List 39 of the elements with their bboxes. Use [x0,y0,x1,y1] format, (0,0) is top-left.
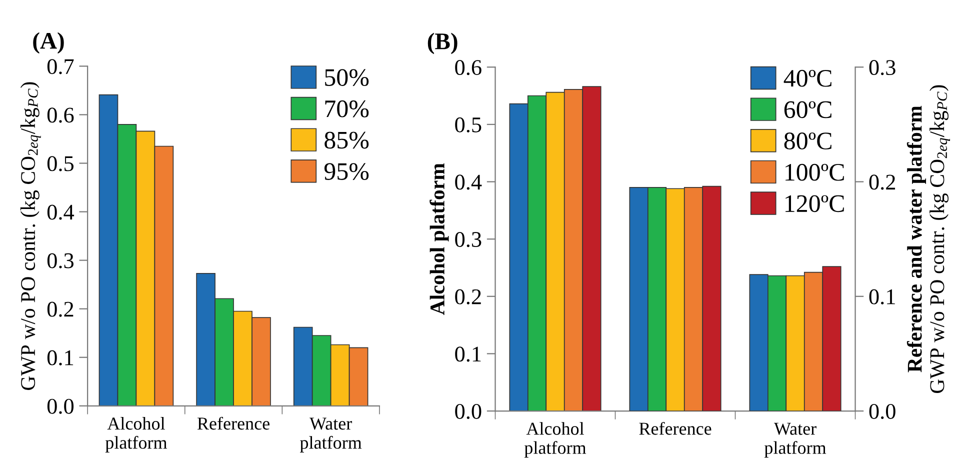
y2-tick-label: 0.2 [869,174,896,190]
y2-tick-label: 0.1 [869,289,895,304]
x-tick-label: Alcohol platform [524,422,586,458]
y-axis-title: Alcohol platform [430,163,449,315]
legend-label: 70% [325,100,369,118]
y-tick-label: 0.3 [455,232,482,248]
legend-label: 60ºC [784,101,832,118]
y-tick-label: 0.6 [455,60,482,76]
y-tick-label: 0.6 [47,108,74,123]
x-tick-label: Alcohol platform [105,416,168,452]
legend-label: 40ºC [784,70,832,87]
y-tick-label: 0.5 [47,156,74,172]
y-tick-label: 0.0 [455,404,482,420]
x-tick-label: Water platform [300,418,362,452]
legend-label: 95% [324,163,369,180]
legend-label: 50% [325,69,369,86]
y-tick-label: 0.2 [47,302,74,317]
chart-title: (A) [33,32,64,54]
legend-label: 100ºC [786,164,844,181]
y-tick-label: 0.5 [455,117,482,132]
legend-label: 120ºC [786,195,844,212]
y-tick-label: 0.7 [47,59,74,74]
y-tick-label: 0.2 [455,289,481,304]
legend-label: 85% [324,132,369,149]
chart-title: (B) [428,32,458,54]
x-tick-label: Reference [639,422,712,435]
legend-label: 80ºC [784,132,832,150]
y-tick-label: 0.3 [47,253,74,268]
x-tick-label: Reference [197,416,270,430]
x-tick-label: Water platform [764,422,826,458]
y2-axis-title: Reference and water platform GWP w/o PO contr. (kg CO$_{2eq}$/kg$_{PC}$) [906,85,950,393]
y-tick-label: 0.1 [47,350,74,366]
y2-tick-label: 0.3 [869,60,896,76]
y-tick-label: 0.4 [47,204,74,220]
y-tick-label: 0.4 [455,174,482,190]
y2-tick-label: 0.0 [869,404,896,420]
y-tick-label: 0.1 [455,346,481,362]
y-axis-title: GWP w/o PO contr. (kg CO$_{2eq}$/kg$_{PC}$) [20,82,41,390]
y-tick-label: 0.0 [47,398,74,414]
